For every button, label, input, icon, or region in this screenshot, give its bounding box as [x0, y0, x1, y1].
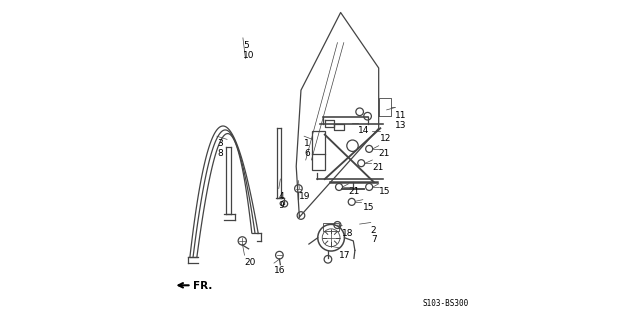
- Text: 21: 21: [372, 163, 384, 172]
- Text: 20: 20: [244, 258, 256, 267]
- Bar: [323, 223, 339, 231]
- Text: 21: 21: [379, 149, 390, 158]
- Text: 15: 15: [363, 203, 374, 212]
- Text: 21: 21: [349, 187, 360, 196]
- Text: 18: 18: [342, 229, 354, 238]
- Text: FR.: FR.: [193, 281, 212, 291]
- Text: 19: 19: [300, 192, 311, 201]
- Text: 1
6: 1 6: [304, 140, 310, 158]
- Text: 14: 14: [358, 126, 369, 135]
- Text: 15: 15: [379, 187, 390, 196]
- Text: 12: 12: [380, 134, 392, 143]
- Text: 5
10: 5 10: [243, 41, 255, 60]
- Text: 3
8: 3 8: [217, 140, 223, 158]
- Bar: [312, 132, 324, 170]
- Text: 16: 16: [274, 266, 285, 275]
- Text: 2
7: 2 7: [371, 226, 376, 244]
- Text: S103-BS300: S103-BS300: [423, 299, 469, 308]
- Text: 11
13: 11 13: [394, 111, 406, 130]
- Text: 17: 17: [339, 251, 351, 260]
- Text: 4
9: 4 9: [279, 192, 285, 211]
